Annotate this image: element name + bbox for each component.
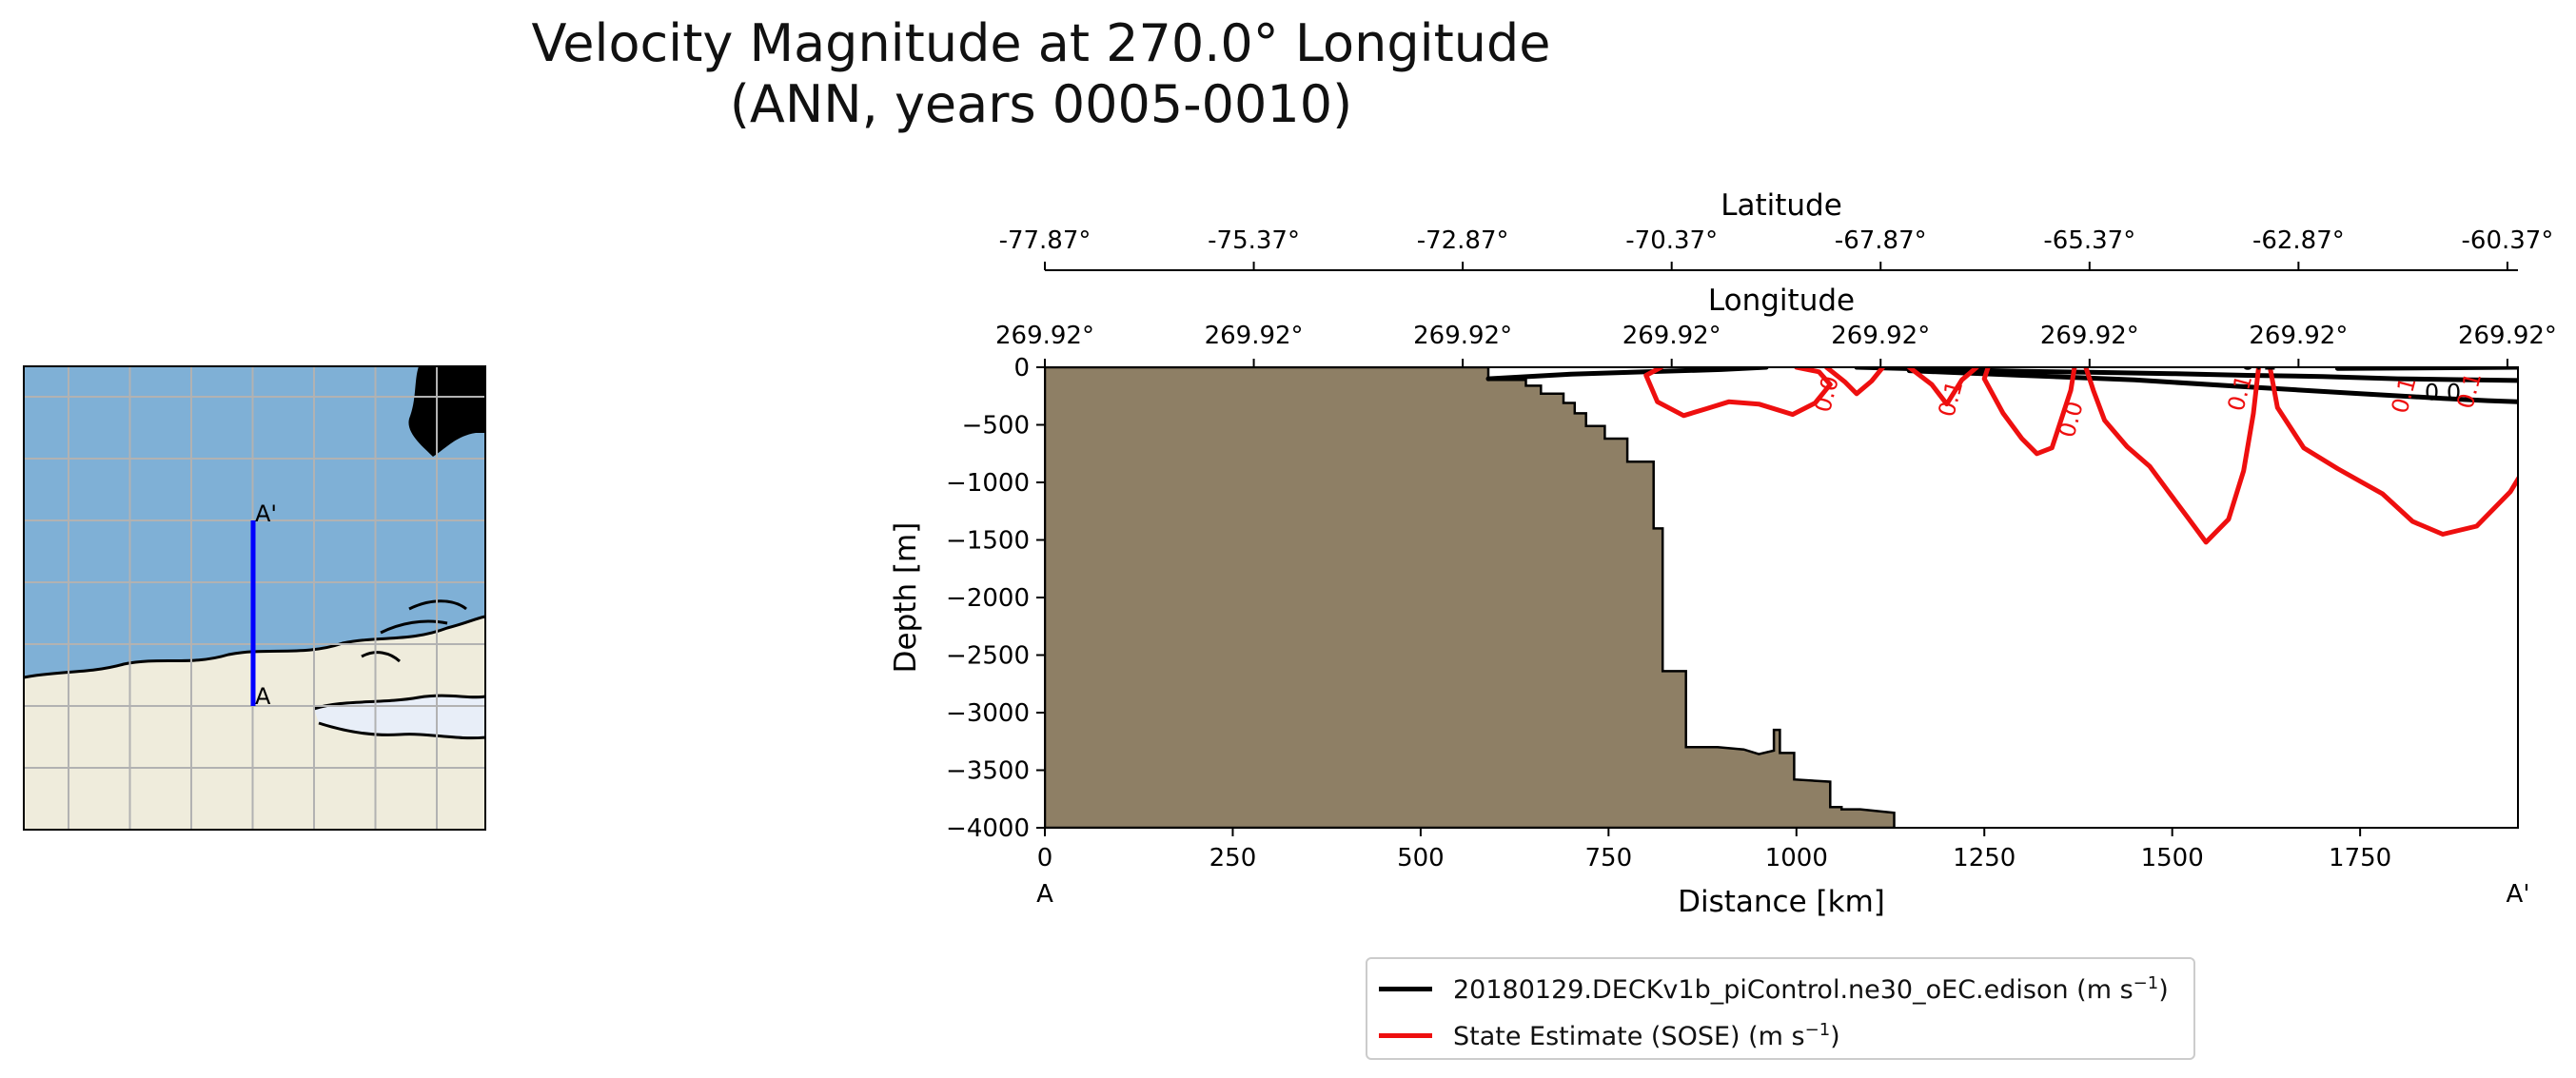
x-tick-label: 0 — [1037, 844, 1053, 872]
legend-swatch-model — [1379, 986, 1432, 991]
legend-swatch-sose — [1379, 1032, 1432, 1038]
x-tick-label: 1000 — [1765, 844, 1828, 872]
map-land — [24, 617, 485, 830]
y-tick-label: −3000 — [946, 699, 1030, 728]
legend-label-sose: State Estimate (SOSE) (m s−1) — [1453, 1019, 1840, 1051]
longitude-tick-label: 269.92° — [1831, 322, 1930, 350]
map-frame — [23, 365, 486, 831]
y-tick-label: −4000 — [946, 814, 1030, 843]
y-axis-ticks: 0 −500 −1000 −1500 −2000 −2500 −3000 −3500 −4000 — [946, 354, 1045, 843]
sose-contour-line — [2267, 367, 2518, 537]
y-tick-label: −1500 — [946, 527, 1030, 556]
map-graticule — [24, 366, 485, 830]
longitude-tick-label: 269.92° — [995, 322, 1094, 350]
model-contour-line — [1854, 367, 2518, 383]
y-tick-label: −1000 — [946, 469, 1030, 498]
x-tick-label: 1250 — [1953, 844, 2016, 872]
transect-end-label: A' — [255, 500, 277, 527]
longitude-tick-label: 269.92° — [1413, 322, 1512, 350]
x-tick-label: 750 — [1585, 844, 1633, 872]
model-contour-line — [1485, 367, 1769, 382]
model-contour-label: 0.1 — [2240, 348, 2276, 375]
sose-contour-line — [1643, 367, 1833, 419]
latitude-axis-label: Latitude — [1721, 188, 1842, 223]
sose-contour-line — [2083, 367, 2261, 545]
legend-label-model: 20180129.DECKv1b_piControl.ne30_oEC.edis… — [1453, 972, 2169, 1005]
x-tick-label: 1750 — [2329, 844, 2391, 872]
map-coastline — [24, 615, 485, 679]
latitude-axis-ticks: -77.87° -75.37° -72.87° -70.37° -67.87° -65.3… — [999, 226, 2554, 270]
y-axis-label: Depth [m] — [889, 522, 923, 674]
longitude-tick-label: 269.92° — [2249, 322, 2348, 350]
endpoint-label-a: A — [1036, 880, 1053, 909]
y-tick-label: −3500 — [946, 757, 1030, 786]
legend: 20180129.DECKv1b_piControl.ne30_oEC.edis… — [1366, 957, 2195, 1060]
x-tick-label: 500 — [1397, 844, 1445, 872]
chart-title: Velocity Magnitude at 270.0° Longitude — [531, 13, 1551, 73]
transect-start-label: A — [255, 683, 271, 710]
longitude-tick-label: 269.92° — [2040, 322, 2139, 350]
model-contour-line — [1906, 368, 2518, 404]
latitude-tick-label: -65.37° — [2043, 226, 2135, 255]
y-tick-label: −2000 — [946, 584, 1030, 613]
sose-contour-line — [1823, 367, 1886, 397]
map-coastline — [361, 599, 467, 663]
map-island — [429, 374, 476, 400]
model-contour-label: 0.0 — [2425, 379, 2461, 405]
map-inset: A' A — [23, 365, 486, 831]
y-tick-label: −500 — [962, 412, 1030, 441]
x-tick-label: 250 — [1209, 844, 1257, 872]
y-tick-label: −2500 — [946, 642, 1030, 671]
longitude-tick-label: 269.92° — [1205, 322, 1304, 350]
latitude-tick-label: -70.37° — [1625, 226, 1718, 255]
longitude-tick-label: 269.92° — [2458, 322, 2557, 350]
latitude-tick-label: -62.87° — [2252, 226, 2345, 255]
x-axis-ticks: 0 250 500 750 1000 1250 1500 1750 — [1037, 828, 2391, 872]
x-tick-label: 1500 — [2141, 844, 2204, 872]
latitude-tick-label: -77.87° — [999, 226, 1091, 255]
bathymetry-fill — [1045, 367, 1896, 828]
map-coastline — [313, 694, 485, 740]
y-tick-label: 0 — [1013, 354, 1030, 382]
latitude-tick-label: -60.37° — [2462, 226, 2554, 255]
longitude-tick-label: 269.92° — [1622, 322, 1721, 350]
sose-contour-line — [1906, 367, 1979, 407]
section-plot: 0.10.00.0 0.1 0.00.1 0.1 0.1 0 250 500 750 1000 1… — [889, 188, 2557, 919]
legend-item-sose: State Estimate (SOSE) (m s−1) — [1379, 1014, 1840, 1056]
longitude-axis-label: Longitude — [1708, 284, 1855, 318]
latitude-tick-label: -75.37° — [1208, 226, 1300, 255]
sose-contour-line — [1981, 367, 2077, 457]
endpoint-label-a-prime: A' — [2507, 880, 2530, 909]
latitude-tick-label: -72.87° — [1417, 226, 1509, 255]
latitude-tick-label: -67.87° — [1835, 226, 1927, 255]
legend-item-model: 20180129.DECKv1b_piControl.ne30_oEC.edis… — [1379, 968, 2169, 1009]
x-axis-label: Distance [km] — [1678, 885, 1885, 919]
longitude-axis-ticks: 269.92° 269.92° 269.92° 269.92° 269.92° 269.9… — [995, 322, 2557, 367]
chart-subtitle: (ANN, years 0005-0010) — [729, 74, 1353, 134]
